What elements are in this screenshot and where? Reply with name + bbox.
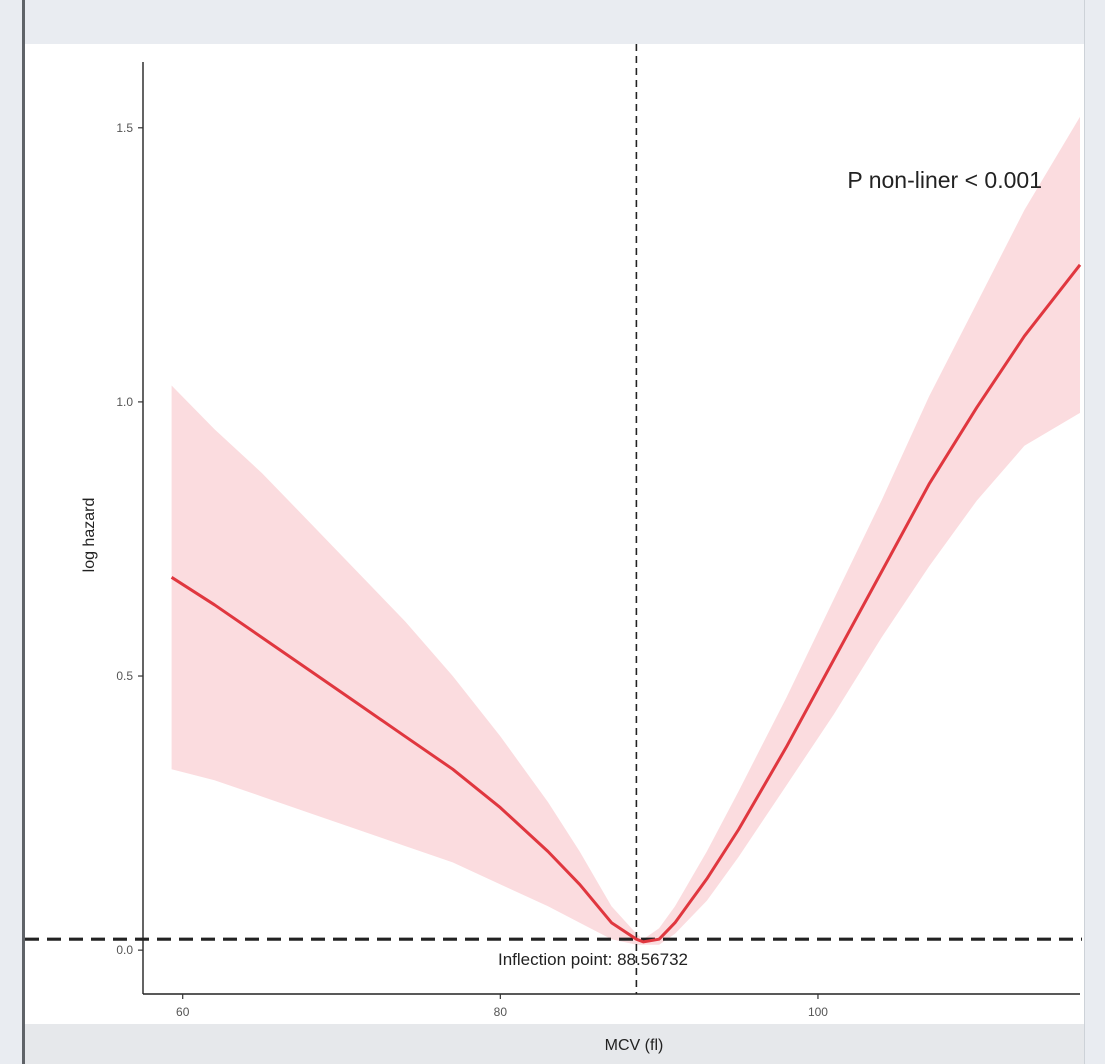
tick-marks [138,127,819,999]
window-left-border [22,0,25,1064]
p-value-annotation: P non-liner < 0.001 [847,167,1042,193]
axes [142,62,1080,995]
x-tick-label: 80 [494,1005,508,1019]
y-axis-title: log hazard [81,498,98,573]
fitted-curve [170,263,1082,944]
bottom-strip [25,1024,1084,1064]
reference-lines [25,44,1082,994]
inflection-point-label: Inflection point: 88.56732 [498,950,688,969]
x-axis-title: MCV (fl) [605,1037,664,1054]
y-tick-label: 0.0 [116,943,133,957]
y-tick-label: 0.5 [116,669,133,683]
y-tick-label: 1.5 [116,121,133,135]
y-tick-label: 1.0 [116,395,133,409]
confidence-band-layer [171,116,1081,945]
confidence-band [171,116,1081,945]
x-tick-label: 100 [808,1005,828,1019]
fitted-curve-layer [170,263,1082,944]
x-tick-label: 60 [176,1005,190,1019]
window-right-border [1084,0,1085,1064]
